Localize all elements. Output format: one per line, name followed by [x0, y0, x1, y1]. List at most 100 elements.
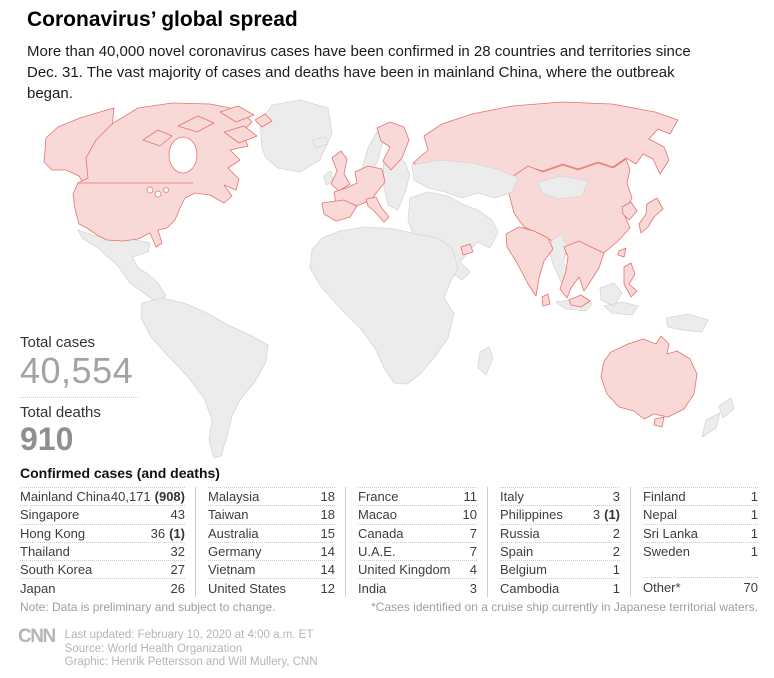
region-africa — [309, 226, 459, 385]
country-name: Germany — [208, 544, 262, 560]
country-value: 40,171 (908) — [110, 489, 185, 505]
country-value: 7 — [469, 525, 477, 541]
country-value: 32 — [170, 544, 185, 560]
country-name: Vietnam — [208, 562, 256, 578]
table-row: Singapore 43 — [20, 505, 185, 523]
country-name: Nepal — [643, 507, 677, 523]
cases-table: Confirmed cases (and deaths) Mainland Ch… — [20, 465, 760, 597]
country-name: United States — [208, 580, 287, 596]
country-value: 26 — [170, 580, 185, 596]
country-name: Finland — [643, 489, 686, 505]
region-sweden-finland — [376, 121, 410, 171]
cnn-logo: CNN — [18, 626, 56, 647]
region-japan — [638, 197, 664, 234]
country-value: 27 — [170, 562, 185, 578]
country-value: 3 (1) — [592, 507, 620, 523]
country-value: 14 — [320, 544, 335, 560]
footer: CNN Last updated: February 10, 2020 at 4… — [18, 626, 318, 670]
table-row: U.A.E. 7 — [358, 541, 477, 560]
country-name: Canada — [358, 525, 404, 541]
region-mongolia — [537, 175, 589, 200]
country-name: Hong Kong — [20, 525, 86, 541]
country-value: 2 — [612, 544, 620, 560]
region-canada-usa — [72, 102, 253, 248]
asterisk-note: *Cases identified on a cruise ship curre… — [371, 600, 758, 614]
region-greenland — [259, 99, 333, 173]
deaths-value: (908) — [154, 489, 185, 505]
table-row: Canada 7 — [358, 523, 477, 542]
table-row: Japan 26 — [20, 578, 185, 596]
region-italy — [365, 196, 390, 223]
table-row: Italy 3 — [500, 487, 620, 505]
country-name: Singapore — [20, 507, 80, 523]
deaths-value: (1) — [169, 525, 185, 541]
footer-credits: Last updated: February 10, 2020 at 4:00 … — [65, 629, 318, 670]
region-united-kingdom — [330, 150, 351, 192]
region-uae — [460, 243, 474, 256]
table-row: United Kingdom 4 — [358, 560, 477, 578]
country-name: Japan — [20, 580, 56, 596]
table-row: Other* 70 — [643, 577, 758, 595]
region-korea — [621, 201, 638, 221]
region-india — [505, 226, 554, 297]
table-row: France 11 — [358, 487, 477, 505]
country-value: 12 — [320, 580, 335, 596]
country-value: 1 — [750, 489, 758, 505]
table-row-spacer — [643, 560, 758, 577]
table-row: Germany 14 — [208, 541, 335, 560]
table-row: Thailand 32 — [20, 541, 185, 560]
country-name: U.A.E. — [358, 544, 396, 560]
country-value: 3 — [612, 489, 620, 505]
country-name: Macao — [358, 507, 398, 523]
country-value: 1 — [750, 544, 758, 560]
affected-regions — [43, 102, 698, 428]
country-name: Belgium — [500, 562, 547, 578]
country-name: Russia — [500, 525, 540, 541]
table-column-4: Italy 3 Philippines 3 (1) Russia 2 Spain 2 Be… — [487, 487, 630, 597]
table-row: India 3 — [358, 578, 477, 596]
table-row: Finland 1 — [643, 487, 758, 505]
country-value: 43 — [170, 507, 185, 523]
source: Source: World Health Organization — [64, 642, 243, 655]
country-name: Philippines — [500, 507, 563, 523]
header: Coronavirus’ global spread More than 40,… — [27, 8, 727, 104]
table-column-5: Finland 1 Nepal 1 Sri Lanka 1 Sweden 1 Other… — [630, 487, 760, 597]
country-name: Thailand — [20, 544, 70, 560]
table-column-2: Malaysia 18 Taiwan 18 Australia 15 Germany 1… — [195, 487, 345, 597]
region-iceland — [311, 136, 329, 149]
region-philippines — [623, 262, 638, 298]
country-value: 7 — [469, 544, 477, 560]
table-row: Taiwan 18 — [208, 505, 335, 523]
table-row: Mainland China 40,171 (908) — [20, 487, 185, 505]
country-value: 1 — [612, 562, 620, 578]
country-name: Spain — [500, 544, 534, 560]
table-row: South Korea 27 — [20, 560, 185, 578]
deaths-value: (1) — [604, 507, 620, 523]
page-title: Coronavirus’ global spread — [27, 8, 298, 31]
country-name: Cambodia — [500, 580, 560, 596]
table-row: Sri Lanka 1 — [643, 523, 758, 542]
table-row: Australia 15 — [208, 523, 335, 542]
country-value: 1 — [612, 580, 620, 596]
country-value: 4 — [469, 562, 477, 578]
country-name: Italy — [500, 489, 524, 505]
country-name: Sri Lanka — [643, 525, 698, 541]
table-row: Nepal 1 — [643, 505, 758, 523]
table-row: United States 12 — [208, 578, 335, 596]
last-updated: Last updated: February 10, 2020 at 4:00 … — [64, 629, 314, 641]
total-cases-value: 40,554 — [20, 350, 134, 391]
great-lake — [163, 187, 169, 193]
totals-block: Total cases 40,554 Total deaths 910 — [20, 334, 138, 455]
region-sri-lanka — [541, 293, 551, 307]
country-value: 14 — [320, 562, 335, 578]
country-value: 70 — [743, 579, 758, 595]
country-value: 10 — [462, 507, 477, 523]
country-name: Sweden — [643, 544, 690, 560]
table-column-1: Mainland China 40,171 (908) Singapore 43 Ho… — [20, 487, 195, 597]
table-row: Belgium 1 — [500, 560, 620, 578]
region-southeast-asia — [559, 240, 605, 299]
country-value: 18 — [320, 489, 335, 505]
region-taiwan — [617, 247, 627, 258]
table-row: Vietnam 14 — [208, 560, 335, 578]
